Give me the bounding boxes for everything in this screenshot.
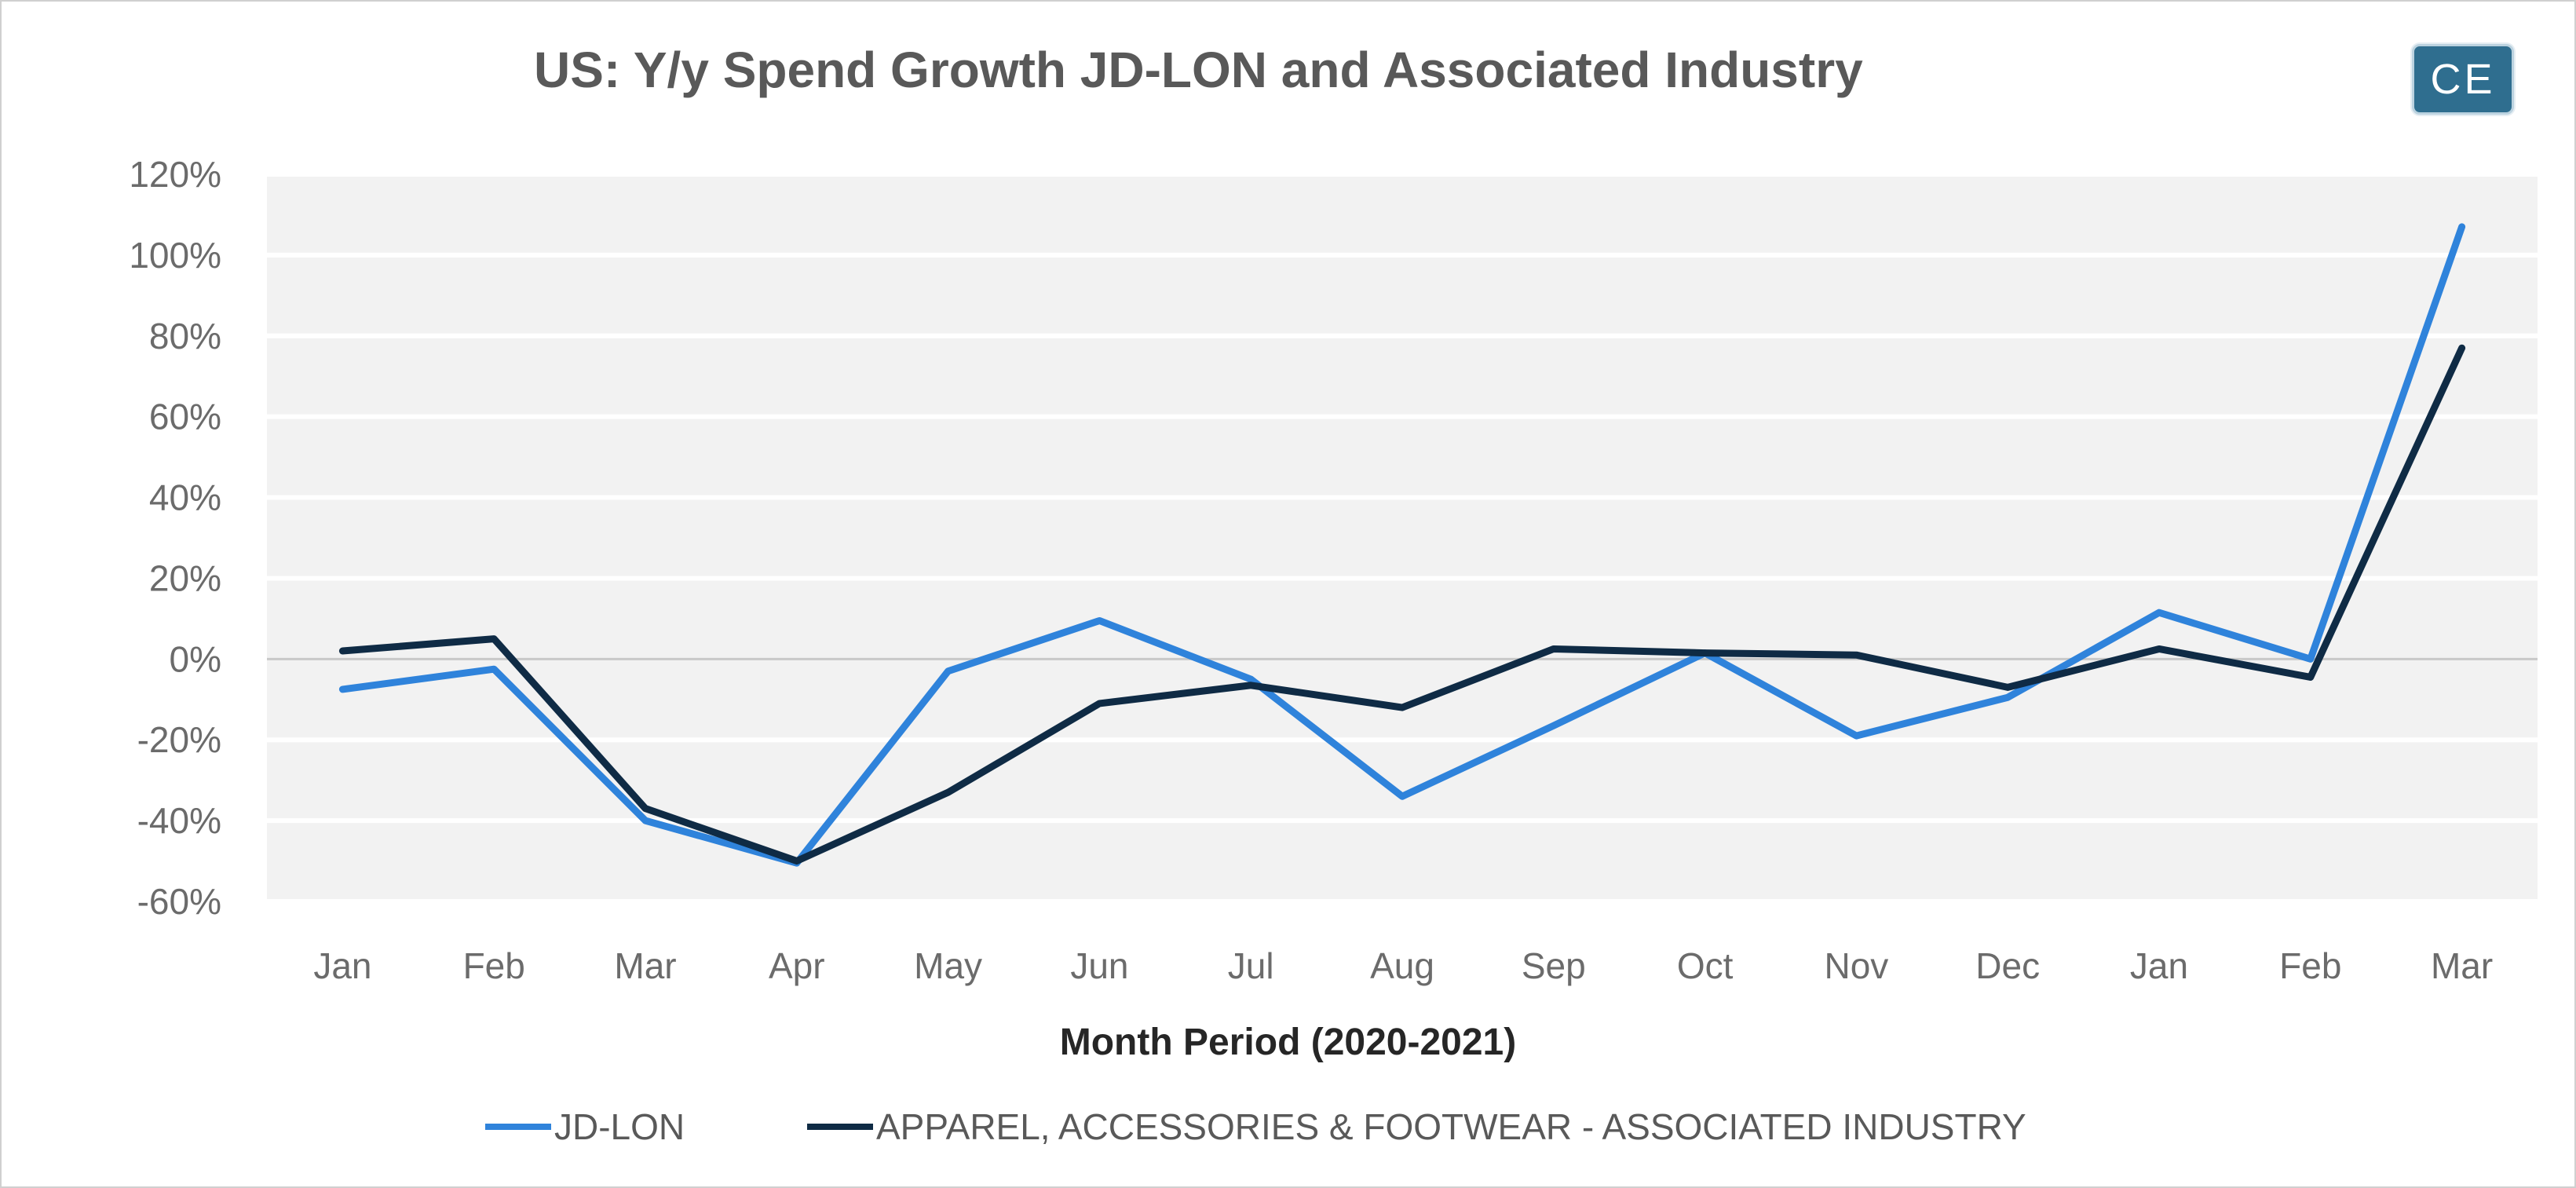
y-tick-label: 120% <box>129 154 221 195</box>
ce-logo-badge: CE <box>2412 44 2514 115</box>
series-line-jd-lon <box>338 223 2466 867</box>
y-tick-label: -40% <box>137 800 221 841</box>
y-tick-label: 100% <box>129 235 221 276</box>
x-tick-label: May <box>914 945 982 986</box>
y-tick-label: -20% <box>137 719 221 760</box>
x-tick-label: Jan <box>313 945 371 986</box>
x-tick-label: Oct <box>1677 945 1734 986</box>
legend-item-associated-industry: APPAREL, ACCESSORIES & FOOTWEAR - ASSOCI… <box>807 1106 2026 1148</box>
y-tick-label: -60% <box>137 881 221 922</box>
x-tick-label: Sep <box>1522 945 1586 986</box>
y-tick-label: 0% <box>170 638 221 679</box>
x-tick-label: Jul <box>1228 945 1274 986</box>
y-tick-label: 80% <box>149 316 221 356</box>
legend-swatch-associated-industry <box>807 1124 873 1130</box>
legend-swatch-jd-lon <box>485 1124 551 1130</box>
legend: JD-LON APPAREL, ACCESSORIES & FOOTWEAR -… <box>0 1106 2576 1153</box>
y-tick-label: 40% <box>149 477 221 518</box>
x-tick-label: Feb <box>463 945 525 986</box>
x-tick-label: Mar <box>2431 945 2493 986</box>
x-tick-label: Apr <box>769 945 825 986</box>
x-tick-label: Dec <box>1975 945 2040 986</box>
x-tick-label: Aug <box>1370 945 1434 986</box>
legend-label-jd-lon: JD-LON <box>554 1106 685 1147</box>
x-tick-label: Mar <box>614 945 676 986</box>
chart-title: US: Y/y Spend Growth JD-LON and Associat… <box>534 42 1863 98</box>
y-tick-label: 20% <box>149 557 221 598</box>
x-axis-label: Month Period (2020-2021) <box>1059 1022 1517 1063</box>
series-line-associated-industry <box>338 344 2466 865</box>
plot-area <box>267 174 2538 901</box>
legend-item-jd-lon: JD-LON <box>485 1106 685 1148</box>
x-tick-label: Jun <box>1070 945 1128 986</box>
x-tick-label: Jan <box>2130 945 2188 986</box>
x-tick-label: Feb <box>2279 945 2341 986</box>
y-tick-label: 60% <box>149 397 221 437</box>
x-tick-label: Nov <box>1824 945 1888 986</box>
legend-label-associated-industry: APPAREL, ACCESSORIES & FOOTWEAR - ASSOCI… <box>876 1106 2026 1147</box>
